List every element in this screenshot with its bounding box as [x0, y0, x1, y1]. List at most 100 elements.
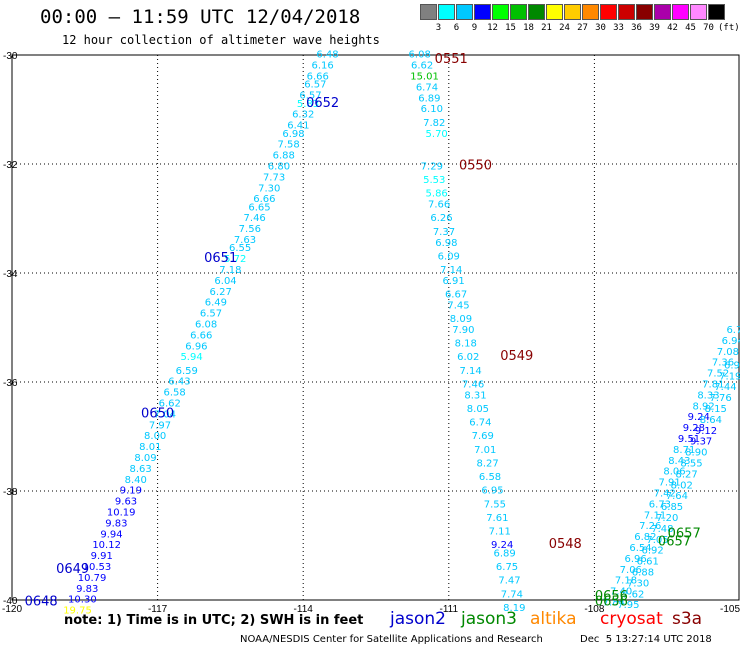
wave-height-value: 8.15 — [705, 404, 727, 415]
wave-height-value: 6.92 — [642, 546, 664, 557]
wave-height-value: 6.80 — [268, 161, 290, 172]
wave-height-value: 7.30 — [627, 578, 649, 589]
wave-height-value: 6.58 — [479, 472, 501, 483]
wave-height-value: 6.04 — [214, 276, 236, 287]
wave-height-value: 7.11 — [644, 510, 666, 521]
wave-height-value: 9.91 — [91, 551, 113, 562]
wave-height-value: 9.28 — [683, 423, 705, 434]
legend-swatch — [456, 4, 473, 20]
wave-height-value: 6.02 — [457, 352, 479, 363]
wave-height-value: 8.09 — [134, 453, 156, 464]
wave-height-value: 15.01 — [410, 72, 439, 83]
wave-height-value: 10.53 — [83, 562, 112, 573]
wave-height-value: 7.40 — [610, 587, 632, 598]
wave-height-value: 7.20 — [656, 513, 678, 524]
pass-time-label: 0549 — [500, 349, 533, 364]
wave-height-value: 8.02 — [671, 480, 693, 491]
wave-height-value: 8.55 — [680, 458, 702, 469]
lat-tick-label: -32 — [3, 160, 18, 171]
wave-height-value: 6.89 — [493, 548, 515, 559]
wave-height-value: 6.48 — [316, 50, 338, 61]
lon-tick-label: -108 — [584, 604, 604, 615]
wave-height-value: 8.92 — [692, 401, 714, 412]
map-frame — [11, 54, 740, 601]
wave-height-value: 6.62 — [159, 399, 181, 410]
lat-tick-label: -30 — [3, 51, 18, 62]
legend-swatch — [654, 4, 671, 20]
wave-height-value: 5.53 — [423, 175, 445, 186]
wave-height-value: 7.44 — [714, 382, 736, 393]
wave-height-value: 6.74 — [469, 418, 491, 429]
wave-height-value: 8.90 — [685, 448, 707, 459]
wave-height-value: 6.66 — [307, 72, 329, 83]
wave-height-value: 6.67 — [445, 290, 467, 301]
legend-swatch — [600, 4, 617, 20]
pass-time-label: 0652 — [306, 96, 339, 111]
wave-height-value: 6.99 — [724, 360, 740, 371]
wave-height-value: 7.91 — [658, 478, 680, 489]
wave-height-value: 6.27 — [210, 287, 232, 298]
wave-height-value: 7.58 — [278, 140, 300, 151]
wave-height-value: 7.18 — [615, 576, 637, 587]
legend-label: 33 — [613, 23, 624, 33]
wave-height-value: 5.86 — [426, 189, 448, 200]
legend-swatch — [474, 4, 491, 20]
wave-height-value: 8.09 — [450, 314, 472, 325]
pass-time-label: 0649 — [56, 562, 89, 577]
wave-height-value: 7.74 — [501, 589, 523, 600]
wave-height-value: 7.06 — [620, 565, 642, 576]
wave-height-value: 6.94 — [722, 336, 740, 347]
wave-height-value: 5.70 — [426, 129, 448, 140]
wave-height-value: 7.64 — [666, 491, 688, 502]
wave-height-value: 6.98 — [282, 129, 304, 140]
legend-label: 45 — [685, 23, 696, 33]
page-title: 00:00 – 11:59 UTC 12/04/2018 — [40, 6, 361, 28]
page-subtitle: 12 hour collection of altimeter wave hei… — [62, 33, 380, 47]
wave-height-value: 6.57 — [299, 91, 321, 102]
lat-tick-label: -34 — [3, 269, 18, 280]
wave-height-value: 8.01 — [139, 442, 161, 453]
wave-height-value: 8.00 — [144, 431, 166, 442]
wave-height-value: 8.43 — [668, 456, 690, 467]
pass-time-label: 0651 — [204, 251, 237, 266]
wave-height-value: 6.62 — [411, 61, 433, 72]
wave-height-value: 7.55 — [484, 499, 506, 510]
legend-label: 24 — [559, 23, 570, 33]
legend-label: 9 — [471, 23, 478, 33]
wave-height-value: 6.09 — [438, 251, 460, 262]
satellite-s3a-label: s3a — [672, 609, 703, 629]
lon-tick-label: -111 — [440, 604, 459, 615]
wave-height-value: 6.59 — [176, 366, 198, 377]
wave-height-value: 10.12 — [92, 540, 121, 551]
wave-height-value: 8.27 — [675, 469, 697, 480]
legend-label: 70 — [703, 23, 714, 33]
wave-height-value: 7.81 — [702, 379, 724, 390]
legend-swatch — [492, 4, 509, 20]
wave-height-value: 8.33 — [697, 390, 719, 401]
wave-height-value: 8.19 — [503, 603, 525, 614]
wave-height-value: 7.56 — [239, 224, 261, 235]
legend-swatch — [708, 4, 725, 20]
wave-height-value: 6.54 — [629, 543, 651, 554]
wave-height-value: 6.08 — [409, 50, 431, 61]
pass-time-label: 0656 — [595, 594, 628, 609]
wave-height-value: 7.48 — [651, 524, 673, 535]
legend-swatch — [636, 4, 653, 20]
wave-height-value: 7.11 — [489, 527, 511, 538]
wave-height-value: 7.66 — [428, 200, 450, 211]
wave-height-value: 9.83 — [76, 584, 98, 595]
wave-height-value: 6.58 — [163, 388, 185, 399]
lat-tick-label: -40 — [3, 596, 18, 607]
generated-timestamp: Dec 5 13:27:14 UTC 2018 — [580, 634, 712, 645]
wave-height-value: 7.46 — [244, 213, 266, 224]
wave-height-value: 7.26 — [639, 521, 661, 532]
wave-height-value: 7.76 — [709, 393, 731, 404]
wave-height-value: 6.89 — [418, 93, 440, 104]
wave-height-value: 8.64 — [700, 415, 722, 426]
wave-height-value: 7.01 — [474, 445, 496, 456]
wave-height-value: 8.05 — [467, 404, 489, 415]
wave-height-value: 7.90 — [452, 325, 474, 336]
wave-height-value: 8.63 — [129, 464, 151, 475]
wave-height-value: 7.73 — [263, 172, 285, 183]
pass-time-label: 0657 — [668, 526, 701, 541]
